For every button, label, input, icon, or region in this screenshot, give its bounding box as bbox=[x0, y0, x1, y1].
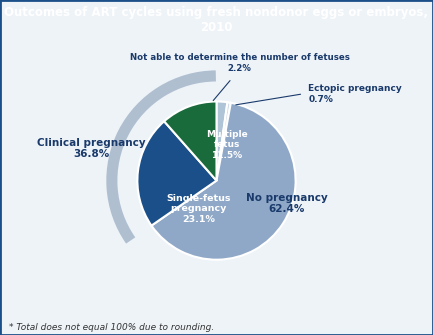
Wedge shape bbox=[152, 103, 296, 260]
Wedge shape bbox=[137, 121, 216, 225]
Text: No pregnancy
62.4%: No pregnancy 62.4% bbox=[246, 193, 328, 214]
Wedge shape bbox=[216, 102, 227, 181]
Wedge shape bbox=[164, 102, 216, 181]
Wedge shape bbox=[216, 102, 231, 181]
Text: * Total does not equal 100% due to rounding.: * Total does not equal 100% due to round… bbox=[9, 323, 214, 332]
Text: Clinical pregnancy
36.8%: Clinical pregnancy 36.8% bbox=[37, 138, 146, 159]
Text: Single-fetus
pregnancy
23.1%: Single-fetus pregnancy 23.1% bbox=[166, 194, 231, 223]
Text: Outcomes of ART cycles using fresh nondonor eggs or embryos, 2010: Outcomes of ART cycles using fresh nondo… bbox=[4, 6, 429, 34]
Text: Ectopic pregnancy
0.7%: Ectopic pregnancy 0.7% bbox=[308, 84, 402, 104]
Text: Not able to determine the number of fetuses
2.2%: Not able to determine the number of fetu… bbox=[129, 54, 349, 73]
Text: Multiple
fetus
11.5%: Multiple fetus 11.5% bbox=[206, 130, 248, 160]
